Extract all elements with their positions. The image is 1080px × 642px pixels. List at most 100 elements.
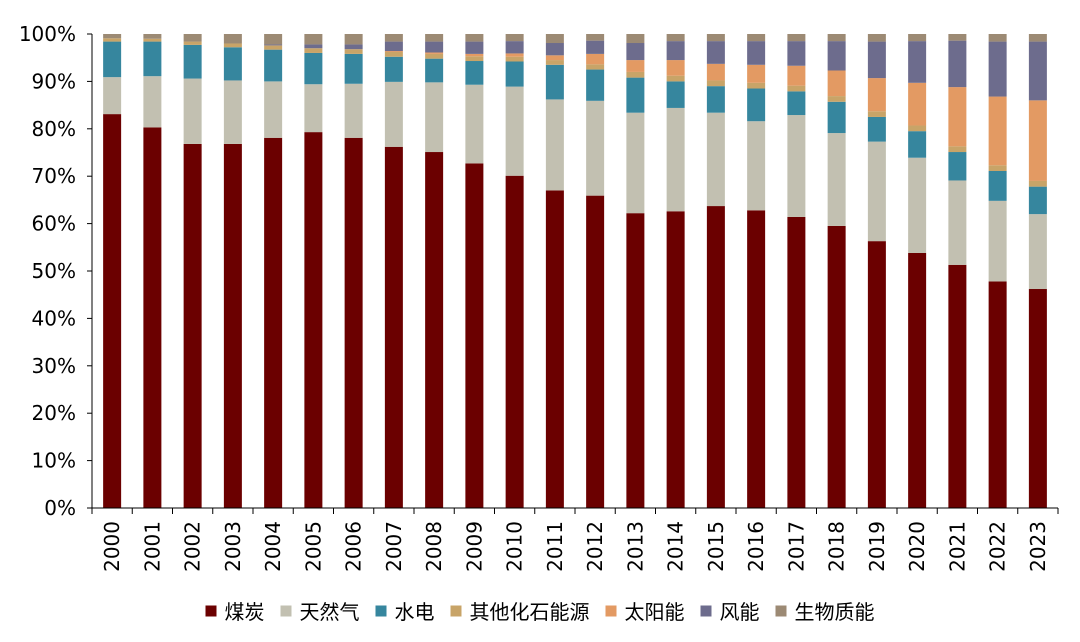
bar-2012-series-1 bbox=[586, 100, 605, 196]
bar-2007-series-2 bbox=[384, 56, 403, 82]
bar-2013-series-3 bbox=[626, 71, 645, 78]
bar-2006-series-1 bbox=[344, 83, 363, 138]
bar-2023-series-1 bbox=[1028, 214, 1047, 290]
bar-2022-series-1 bbox=[988, 200, 1007, 282]
bar-2001-series-1 bbox=[143, 76, 162, 128]
bar-2004-series-5 bbox=[264, 44, 283, 46]
bar-2014-series-3 bbox=[666, 75, 685, 82]
bar-2012-series-4 bbox=[586, 53, 605, 65]
bar-2022-series-3 bbox=[988, 165, 1007, 171]
bar-2020-series-4 bbox=[908, 82, 927, 126]
bar-2008-series-2 bbox=[425, 58, 444, 83]
y-tick-label: 90% bbox=[32, 69, 76, 93]
bar-2021-series-4 bbox=[948, 87, 967, 147]
x-tick-label: 2004 bbox=[261, 521, 285, 572]
bar-2018-series-3 bbox=[827, 96, 846, 102]
x-tick-label: 2016 bbox=[744, 521, 768, 572]
plot-bars bbox=[103, 34, 1047, 509]
bar-2011-series-4 bbox=[545, 55, 564, 61]
bar-2007-series-0 bbox=[384, 146, 403, 508]
bar-2007-series-6 bbox=[384, 34, 403, 42]
x-tick-label: 2019 bbox=[865, 521, 889, 572]
x-tick-label: 2007 bbox=[382, 521, 406, 572]
bar-2019-series-0 bbox=[867, 241, 886, 508]
bar-2020-series-2 bbox=[908, 131, 927, 158]
bar-2011-series-0 bbox=[545, 190, 564, 509]
x-tick-label: 2018 bbox=[825, 521, 849, 572]
bar-2013-series-6 bbox=[626, 34, 645, 44]
bar-2012-series-6 bbox=[586, 34, 605, 41]
bar-2017-series-6 bbox=[787, 34, 806, 42]
bar-2017-series-2 bbox=[787, 91, 806, 116]
bar-2007-series-1 bbox=[384, 81, 403, 147]
x-tick-label: 2009 bbox=[462, 521, 486, 572]
bar-2006-series-5 bbox=[344, 44, 363, 50]
bar-2019-series-4 bbox=[867, 78, 886, 112]
x-tick-label: 2001 bbox=[140, 521, 164, 572]
y-tick-label: 20% bbox=[32, 401, 76, 425]
bar-2005-series-1 bbox=[304, 84, 323, 133]
bar-2015-series-2 bbox=[706, 86, 725, 113]
bar-2010-series-6 bbox=[505, 34, 524, 42]
bar-2014-series-0 bbox=[666, 211, 685, 508]
bar-2003-series-2 bbox=[223, 47, 242, 81]
bar-2005-series-0 bbox=[304, 132, 323, 508]
legend-item: 水电 bbox=[375, 600, 435, 624]
legend-swatch bbox=[605, 605, 617, 617]
bar-2020-series-0 bbox=[908, 252, 927, 508]
bar-2013-series-0 bbox=[626, 213, 645, 509]
bar-2006-series-3 bbox=[344, 49, 363, 54]
y-tick-label: 100% bbox=[19, 22, 76, 46]
y-tick-label: 30% bbox=[32, 354, 76, 378]
bar-2003-series-3 bbox=[223, 43, 242, 48]
bar-2004-series-6 bbox=[264, 34, 283, 45]
bar-2020-series-6 bbox=[908, 34, 927, 42]
bar-2018-series-5 bbox=[827, 41, 846, 71]
y-tick-label: 80% bbox=[32, 117, 76, 141]
bar-2009-series-6 bbox=[465, 34, 484, 42]
bar-2009-series-3 bbox=[465, 56, 484, 62]
legend-swatch bbox=[205, 605, 217, 617]
bar-2002-series-1 bbox=[183, 78, 202, 144]
y-tick-label: 0% bbox=[44, 496, 76, 520]
bar-2014-series-6 bbox=[666, 34, 685, 42]
bar-2014-series-4 bbox=[666, 60, 685, 76]
bar-2021-series-6 bbox=[948, 34, 967, 41]
bar-2016-series-6 bbox=[747, 34, 766, 42]
legend-label: 其他化石能源 bbox=[470, 600, 590, 624]
bar-2010-series-2 bbox=[505, 61, 524, 87]
legend-item: 天然气 bbox=[280, 600, 360, 624]
bar-2015-series-0 bbox=[706, 206, 725, 508]
bar-2002-series-6 bbox=[183, 34, 202, 42]
x-tick-label: 2002 bbox=[181, 521, 205, 572]
legend-label: 水电 bbox=[395, 600, 435, 624]
bar-2017-series-4 bbox=[787, 65, 806, 86]
bar-2011-series-1 bbox=[545, 99, 564, 191]
bar-2013-series-4 bbox=[626, 60, 645, 72]
bar-2022-series-2 bbox=[988, 170, 1007, 201]
bar-2001-series-3 bbox=[143, 38, 162, 42]
bar-2023-series-2 bbox=[1028, 186, 1047, 215]
bar-2002-series-0 bbox=[183, 143, 202, 508]
x-tick-label: 2005 bbox=[301, 521, 325, 572]
bar-2009-series-4 bbox=[465, 53, 484, 57]
bar-2012-series-5 bbox=[586, 40, 605, 54]
bar-2008-series-3 bbox=[425, 53, 444, 59]
x-tick-label: 2015 bbox=[704, 521, 728, 572]
bar-2017-series-3 bbox=[787, 85, 806, 92]
x-tick-label: 2000 bbox=[100, 521, 124, 572]
bar-2009-series-0 bbox=[465, 163, 484, 508]
bar-2001-series-6 bbox=[143, 34, 162, 39]
x-tick-label: 2013 bbox=[623, 521, 647, 572]
bar-2001-series-0 bbox=[143, 127, 162, 508]
bar-2009-series-1 bbox=[465, 84, 484, 164]
legend-swatch bbox=[700, 605, 712, 617]
bar-2008-series-6 bbox=[425, 34, 444, 42]
bar-2000-series-1 bbox=[103, 77, 122, 115]
bar-2004-series-2 bbox=[264, 49, 283, 82]
bar-2013-series-5 bbox=[626, 43, 645, 61]
bar-2011-series-6 bbox=[545, 34, 564, 44]
x-tick-label: 2021 bbox=[945, 521, 969, 572]
bar-2006-series-2 bbox=[344, 53, 363, 84]
